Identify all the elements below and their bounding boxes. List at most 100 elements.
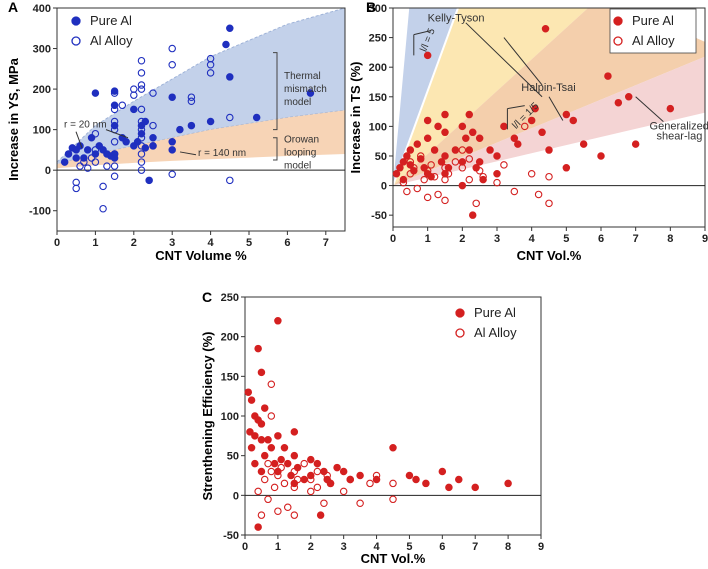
data-point [333,463,341,472]
data-point [206,69,215,77]
data-point [149,133,157,142]
data-point [280,443,289,452]
data-point [631,140,640,148]
data-point [83,164,92,172]
thermal-label: model [284,97,311,108]
shear-lag-arrow [635,96,664,123]
data-point [313,467,322,476]
data-point [405,471,414,480]
data-point [83,146,92,154]
y-tick-label: 50 [227,451,239,463]
data-point [110,150,119,158]
data-point [307,487,315,496]
y-tick-label: 400 [33,3,51,15]
data-point [326,479,335,488]
legend-marker [613,36,623,46]
data-point [604,72,612,80]
legend: Pure Al Al Alloy [71,13,133,48]
data-point [277,463,285,472]
data-point [465,146,474,154]
r20-label: r = 20 nm [64,120,107,131]
data-point [110,172,119,181]
data-point [168,138,176,146]
data-point [137,133,146,142]
data-point [226,73,234,81]
data-point [486,146,494,154]
legend-label: Pure Al [474,305,516,320]
data-point [500,161,508,169]
y-axis-title: Increase in YS, MPa [6,57,21,180]
data-point [270,483,279,492]
data-point [122,138,130,146]
data-point [267,467,276,476]
data-point [91,89,100,97]
legend-marker [455,328,465,338]
panel-a-chart: 0 1 2 3 4 5 6 7 -100 0 100 200 300 400 CNT Volume % Inc… [6,0,346,263]
data-point [399,158,408,166]
data-point [274,507,282,515]
data-point [493,169,501,178]
legend-marker [613,16,623,26]
data-point [510,187,519,196]
data-point [614,98,623,107]
y-tick-label: 100 [221,411,239,423]
x-tick-label: 5 [406,541,412,553]
data-point [72,178,80,187]
data-point [422,479,430,488]
y-axis-title: Strenthening Efficiency (%) [200,331,215,500]
data-point [264,436,272,444]
data-point [137,158,146,166]
series-al-alloy [399,122,553,208]
data-point [254,416,262,424]
x-tick-label: 0 [242,541,248,553]
data-point [141,117,150,126]
y-tick-label: -100 [29,206,51,218]
data-point [254,487,262,496]
data-point [110,87,119,95]
data-point [176,125,184,134]
data-point [389,479,397,488]
data-point [475,167,484,175]
data-point [441,175,449,184]
data-point [274,432,282,440]
data-point [251,432,259,440]
x-tick-label: 2 [308,541,314,553]
data-point [389,495,397,504]
x-tick-label: 2 [459,233,465,245]
orowan-bracket [273,137,278,161]
data-point [413,184,422,193]
data-point [137,142,146,150]
plot-frame [56,7,346,232]
legend-label: Pure Al [90,13,132,28]
data-point [346,475,354,484]
data-point [187,97,196,106]
band-orowan-looping [57,110,345,169]
legend-marker [455,308,465,318]
ratio-bracket-1-5 [506,105,525,130]
legend: Pure Al Al Alloy [455,305,517,340]
data-point [306,89,315,97]
data-point [290,467,299,476]
legend-label: Al Alloy [90,33,133,48]
data-point [280,479,289,488]
data-point [110,117,119,126]
data-point [562,110,571,119]
series-al-alloy [72,44,234,213]
data-point [290,511,299,519]
data-point [468,128,477,137]
thermal-label: Thermal [284,71,321,82]
data-point [187,93,196,101]
data-point [468,211,477,219]
data-point [399,178,408,187]
data-point [514,140,522,148]
x-tick-label: 3 [169,237,175,249]
data-point [110,105,119,114]
y-tick-label: 0 [381,181,387,193]
data-point [316,511,325,519]
data-point [527,169,536,178]
y-tick-label: 300 [369,3,387,15]
data-point [72,184,80,193]
halpin-tsai-label: Halpin-Tsai [521,82,575,94]
data-point [72,154,80,162]
